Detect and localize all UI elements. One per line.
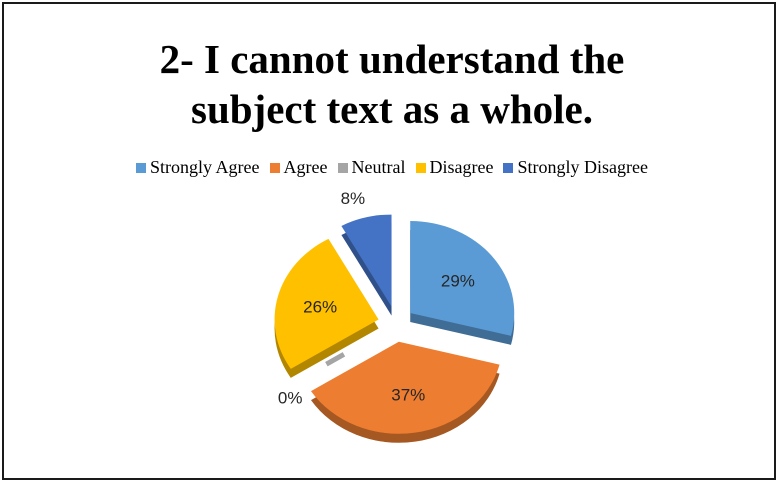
pie-slice-neutral: [325, 352, 346, 367]
legend-swatch: [415, 162, 426, 173]
legend-item-strongly-agree: Strongly Agree: [136, 157, 260, 178]
data-label: 26%: [303, 297, 337, 316]
legend-label: Agree: [283, 157, 328, 177]
pie-slice-disagree: [274, 238, 379, 369]
chart-legend: Strongly Agree Agree Neutral Disagree St…: [4, 157, 780, 178]
pie-slice-agree: [311, 341, 500, 434]
legend-swatch: [136, 162, 147, 173]
pie-slice-strongly-agree: [410, 220, 515, 336]
data-label: 8%: [341, 189, 366, 208]
legend-label: Strongly Disagree: [517, 157, 648, 177]
legend-item-agree: Agree: [269, 157, 328, 178]
legend-item-strongly-disagree: Strongly Disagree: [503, 157, 648, 178]
chart-title: 2- I cannot understand the subject text …: [4, 34, 780, 134]
legend-swatch: [269, 162, 280, 173]
legend-swatch: [503, 162, 514, 173]
legend-item-neutral: Neutral: [337, 157, 406, 178]
chart-title-line-2: subject text as a whole.: [191, 86, 593, 132]
legend-swatch: [337, 162, 348, 173]
pie-slice-strongly-disagree: [341, 214, 392, 307]
legend-label: Disagree: [429, 157, 494, 177]
pie-chart: 29% 37% 0% 26% 8%: [274, 189, 515, 443]
data-label: 0%: [278, 388, 303, 407]
legend-label: Neutral: [351, 157, 406, 177]
chart-title-line-1: 2- I cannot understand the: [159, 36, 625, 82]
data-label: 37%: [391, 385, 425, 404]
legend-label: Strongly Agree: [150, 157, 260, 177]
legend-item-disagree: Disagree: [415, 157, 494, 178]
data-label: 29%: [441, 271, 475, 290]
